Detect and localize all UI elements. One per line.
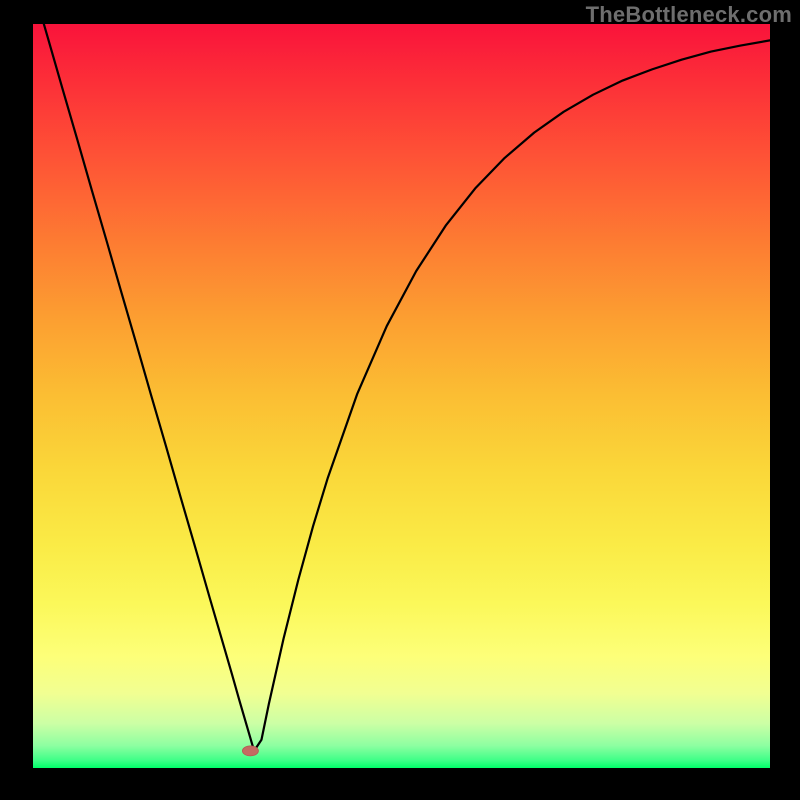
- watermark-text: TheBottleneck.com: [586, 2, 792, 28]
- chart-container: TheBottleneck.com: [0, 0, 800, 800]
- bottleneck-chart: [0, 0, 800, 800]
- minimum-marker: [242, 746, 258, 756]
- plot-background-gradient: [33, 24, 770, 768]
